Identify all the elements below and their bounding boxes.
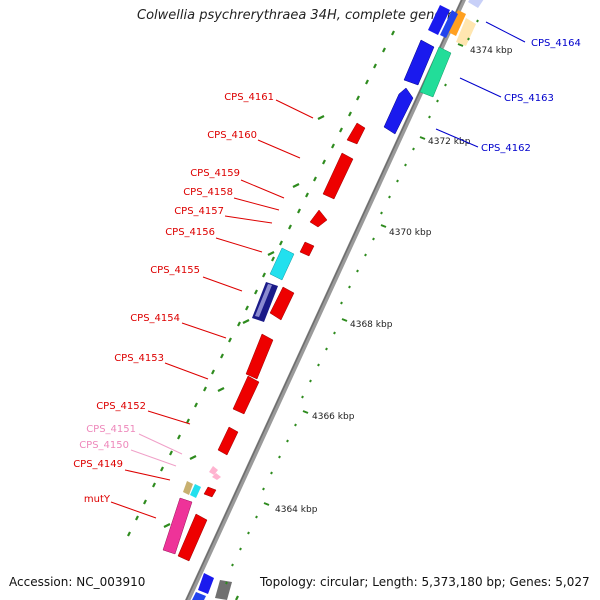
gene-pink-muty-region	[162, 497, 193, 555]
genome-backbone	[185, 0, 466, 600]
gene-cps4162	[383, 87, 414, 135]
scale-label-4370: 4370 kbp	[389, 228, 432, 238]
gene-label-cps4160[interactable]: CPS_4160	[207, 130, 257, 141]
gene-tan-small	[183, 481, 193, 495]
gene-label-cps4154[interactable]: CPS_4154	[130, 313, 180, 324]
gene-label-cps4152[interactable]: CPS_4152	[96, 401, 146, 412]
left-leader-lines-pink	[130, 433, 183, 467]
gene-label-cps4149[interactable]: CPS_4149	[73, 459, 123, 470]
gene-cps4157	[299, 241, 315, 257]
outer-dotted-ticks	[127, 0, 479, 600]
gene-cps4163-green	[419, 46, 452, 98]
right-gene-labels: CPS_4164 CPS_4163 CPS_4162	[481, 38, 581, 154]
scale-ticks	[263, 43, 464, 506]
gene-label-cps4159[interactable]: CPS_4159	[190, 168, 240, 179]
gene-cps4153	[232, 375, 260, 415]
scale-label-4368: 4368 kbp	[350, 320, 393, 330]
scale-label-4374: 4374 kbp	[470, 46, 513, 56]
gene-cps4163-blue	[403, 39, 435, 86]
left-leader-lines	[110, 99, 314, 519]
topology-info: Topology: circular; Length: 5,373,180 bp…	[260, 575, 590, 589]
gene-top-lavender	[468, 0, 484, 8]
gene-cps4159	[309, 209, 328, 228]
inner-dotted-ticks	[225, 19, 479, 585]
scale-label-4366: 4366 kbp	[312, 412, 355, 422]
gene-cps4154	[245, 333, 274, 380]
gene-cps4160	[322, 152, 354, 200]
gene-label-cps4162[interactable]: CPS_4162	[481, 143, 531, 154]
gene-label-cps4156[interactable]: CPS_4156	[165, 227, 215, 238]
gene-bottom-grey	[215, 580, 232, 600]
gene-cps4164-light	[456, 18, 476, 46]
left-gene-labels: CPS_4161 CPS_4160 CPS_4159 CPS_4158 CPS_…	[73, 92, 274, 505]
scale-label-4372: 4372 kbp	[428, 137, 471, 147]
gene-label-muty[interactable]: mutY	[84, 494, 111, 505]
gene-label-cps4155[interactable]: CPS_4155	[150, 265, 200, 276]
scale-label-4364: 4364 kbp	[275, 505, 318, 515]
right-leader-lines	[435, 21, 526, 148]
gene-cyan-small	[190, 484, 201, 498]
gene-cps4156-cyan	[269, 247, 295, 281]
gene-label-cps4158[interactable]: CPS_4158	[183, 187, 233, 198]
gene-label-cps4157[interactable]: CPS_4157	[174, 206, 224, 217]
gene-muty	[177, 513, 208, 562]
accession-info: Accession: NC_003910	[9, 575, 146, 589]
map-title: Colwellia psychrerythraea 34H, complete …	[137, 8, 463, 23]
gene-label-cps4163[interactable]: CPS_4163	[504, 93, 554, 104]
gene-label-cps4150[interactable]: CPS_4150	[79, 440, 129, 451]
reverse-strand-genes	[192, 5, 476, 600]
gene-label-cps4161[interactable]: CPS_4161	[224, 92, 274, 103]
forward-strand-genes	[177, 122, 366, 562]
gene-bottom-blue-2	[192, 592, 206, 600]
gene-top-blue-2	[440, 10, 458, 38]
gene-label-cps4164[interactable]: CPS_4164	[531, 38, 581, 49]
gene-cps4155	[269, 286, 295, 321]
gene-cps4152	[217, 426, 239, 456]
gene-cps4149	[203, 486, 217, 498]
gene-cps4150	[212, 473, 221, 480]
gene-cps4164-blue	[428, 5, 450, 35]
shaded-genes	[162, 0, 484, 555]
gene-label-cps4153[interactable]: CPS_4153	[114, 353, 164, 364]
gene-bottom-blue	[198, 573, 214, 594]
gene-cps4161	[346, 122, 366, 145]
gene-label-cps4151[interactable]: CPS_4151	[86, 424, 136, 435]
gene-cps4151	[209, 466, 218, 475]
gene-cps4164-orange	[448, 10, 466, 36]
